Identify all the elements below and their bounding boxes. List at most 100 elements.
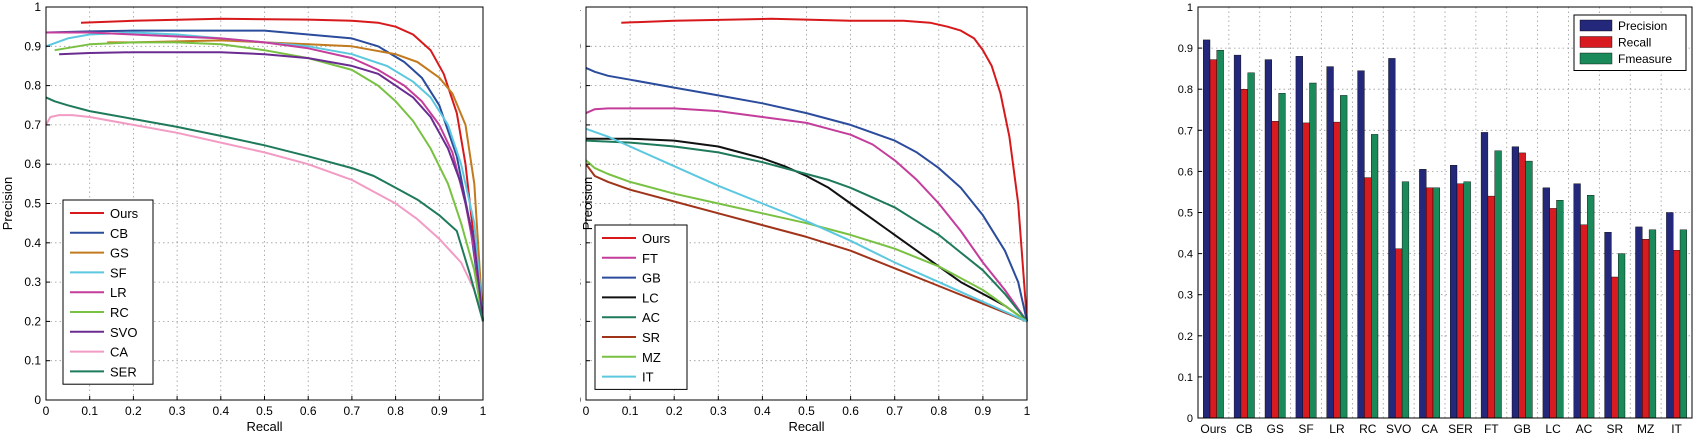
- bar-recall-ser: [1456, 183, 1465, 419]
- y-tick-label: 0.4: [24, 236, 41, 250]
- x-tick-label: 0.3: [710, 404, 727, 418]
- y-tick-label: 0.4: [580, 236, 581, 250]
- legend-swatch-precision: [1579, 19, 1613, 32]
- bar-fmeasure-sf: [1309, 82, 1317, 419]
- y-tick-label: 0.2: [1178, 331, 1193, 343]
- x-tick-label: 0.8: [930, 404, 947, 418]
- bar-recall-lc: [1549, 208, 1557, 419]
- x-axis-label: Recall: [246, 419, 282, 434]
- legend-label-gb: GB: [642, 271, 661, 286]
- series-line-ours: [80, 17, 484, 322]
- bar-recall-gs: [1271, 121, 1279, 419]
- y-tick-label: 0.1: [1178, 372, 1193, 384]
- bar-recall-svo: [1395, 248, 1403, 419]
- bar-fmeasure-ft: [1494, 150, 1502, 419]
- x-tick-label: 1: [1024, 404, 1031, 418]
- bar-precision-ft: [1480, 132, 1489, 419]
- x-tick-label: LC: [1545, 422, 1561, 436]
- bar-precision-gb: [1511, 146, 1520, 419]
- bar-precision-mz: [1635, 226, 1643, 419]
- y-tick-label: 0.3: [24, 275, 41, 289]
- y-tick-label: 0.2: [24, 314, 41, 328]
- y-tick-label: 0.4: [1178, 249, 1193, 261]
- x-tick-label: 1: [480, 404, 487, 418]
- x-tick-label: IT: [1671, 422, 1682, 436]
- series-line-gs: [107, 39, 484, 322]
- x-tick-label: 0.9: [975, 404, 992, 418]
- x-tick-label: SR: [1606, 422, 1623, 436]
- x-tick-label: 0.6: [842, 404, 859, 418]
- x-tick-label: 0.4: [212, 404, 229, 418]
- x-tick-label: 0.7: [344, 404, 361, 418]
- x-tick-label: 0.5: [798, 404, 815, 418]
- bar-recall-it: [1673, 250, 1681, 419]
- y-tick-label: 0.8: [1178, 84, 1193, 96]
- bar-fmeasure-mz: [1648, 229, 1657, 419]
- y-axis-label: Precision: [0, 177, 15, 230]
- x-tick-label: 0.7: [886, 404, 903, 418]
- bar-precision-sr: [1604, 231, 1612, 419]
- x-tick-label: 0.1: [81, 404, 98, 418]
- bar-fmeasure-ours: [1216, 50, 1224, 419]
- y-tick-label: 0.6: [580, 157, 581, 171]
- legend-swatch-recall: [1579, 36, 1613, 48]
- y-tick-label: 0.5: [580, 197, 581, 211]
- legend-label-svo: SVO: [110, 325, 137, 340]
- y-tick-label: 0.3: [1178, 290, 1193, 302]
- x-tick-label: Ours: [1200, 422, 1226, 436]
- bar-precision-rc: [1357, 70, 1365, 419]
- x-tick-label: FT: [1484, 422, 1499, 436]
- series-line-lc: [586, 137, 1028, 323]
- bar-fmeasure-gb: [1525, 160, 1533, 419]
- x-tick-label: 0.2: [666, 404, 683, 418]
- series-line-svo: [59, 51, 484, 322]
- bar-fmeasure-cb: [1247, 72, 1255, 419]
- x-tick-label: SF: [1298, 422, 1313, 436]
- legend-swatch-fmeasure: [1579, 52, 1613, 65]
- legend-label-sr: SR: [642, 330, 660, 345]
- legend-label-recall: Recall: [1618, 36, 1651, 50]
- bar-recall-sr: [1611, 276, 1619, 419]
- legend-label-ours: Ours: [642, 231, 671, 246]
- bar-precision-lc: [1542, 187, 1550, 419]
- legend-label-ours: Ours: [110, 206, 139, 221]
- bar-fmeasure-lr: [1340, 95, 1348, 419]
- series-line-ours: [621, 17, 1028, 322]
- bar-precision-it: [1666, 212, 1674, 419]
- y-tick-label: 0.9: [24, 39, 41, 53]
- y-tick-label: 0.5: [1178, 208, 1193, 220]
- y-tick-label: 0.6: [1178, 166, 1193, 178]
- bar-recall-cb: [1240, 88, 1248, 419]
- legend-label-ac: AC: [642, 310, 660, 325]
- series-line-cb: [45, 29, 484, 322]
- chart-pr-curves-middle: 0 0.1 0.2 0.3 0.4 0.5 0.6 0.7 0.8 0.9 1 0 0.1 0.2 0.3 0…: [580, 0, 1031, 434]
- y-tick-label: 1: [580, 0, 581, 14]
- x-tick-label: SER: [1448, 422, 1473, 436]
- bar-precision-svo: [1388, 58, 1396, 419]
- legend-label-mz: MZ: [642, 350, 661, 365]
- y-tick-label: 0.8: [580, 79, 581, 93]
- legend-label-it: IT: [642, 370, 654, 385]
- x-tick-label: CB: [1236, 422, 1253, 436]
- series-line-gb: [585, 66, 1028, 322]
- y-tick-label: 1: [1187, 2, 1193, 14]
- y-tick-label: 1: [34, 0, 41, 14]
- bar-fmeasure-it: [1679, 229, 1688, 419]
- x-tick-label: 0.5: [256, 404, 273, 418]
- bar-fmeasure-ca: [1432, 187, 1441, 419]
- series-line-ac: [585, 139, 1028, 323]
- bar-precision-sf: [1295, 56, 1303, 419]
- legend-label-ser: SER: [110, 364, 137, 379]
- legend-label-sf: SF: [110, 265, 127, 280]
- bar-recall-ft: [1487, 195, 1495, 419]
- legend-label-cb: CB: [110, 226, 128, 241]
- x-tick-label: GS: [1267, 422, 1284, 436]
- y-tick-label: 0.2: [580, 314, 581, 328]
- bar-fmeasure-rc: [1370, 134, 1379, 419]
- bar-precision-ser: [1450, 164, 1458, 419]
- y-tick-label: 0.7: [580, 118, 581, 132]
- bar-recall-ca: [1426, 187, 1434, 419]
- y-axis-label: Precision: [580, 177, 595, 230]
- series-line-mz: [585, 159, 1028, 323]
- bar-precision-cb: [1233, 54, 1242, 419]
